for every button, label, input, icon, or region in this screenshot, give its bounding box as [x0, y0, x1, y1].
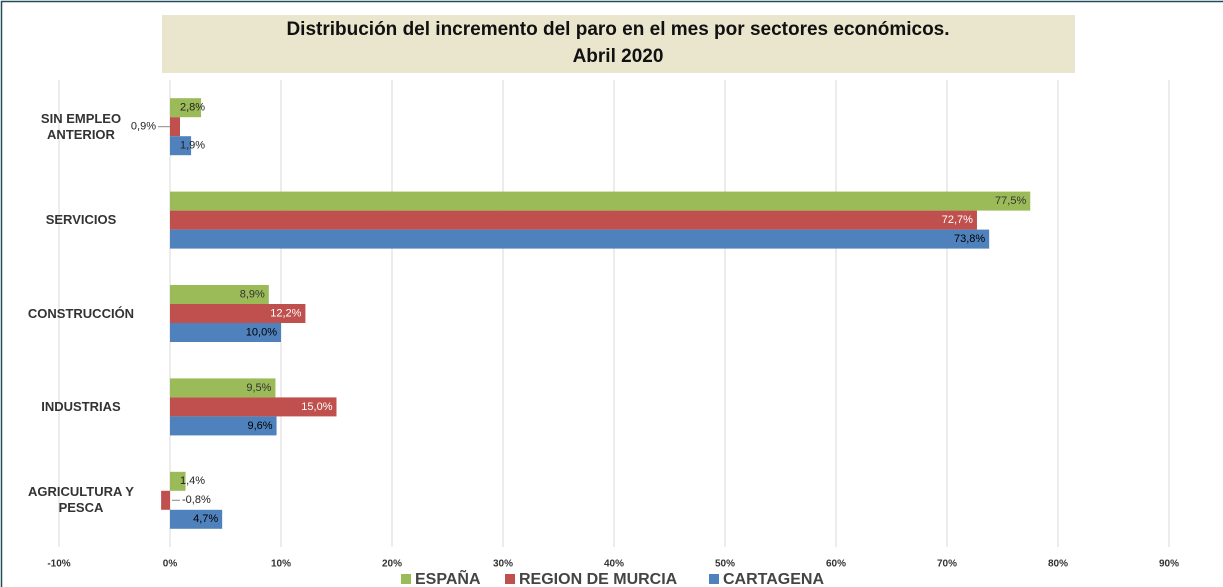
data-label: -0,8% — [182, 494, 211, 506]
x-tick-label: 80% — [1048, 559, 1068, 570]
bar — [170, 378, 276, 398]
data-label: 9,5% — [246, 382, 271, 394]
x-tick-label: 50% — [715, 559, 735, 570]
bar — [170, 471, 186, 491]
chart-title: Distribución del incremento del paro en … — [286, 19, 949, 40]
bar — [170, 304, 306, 323]
category-label: CONSTRUCCIÓN — [27, 305, 135, 321]
data-label: 0,9% — [131, 121, 156, 133]
category-label: INDUSTRIAS — [41, 398, 121, 414]
category-label: SIN EMPLEO ANTERIOR — [40, 110, 122, 142]
data-label: 77,5% — [995, 195, 1026, 207]
bar — [170, 285, 269, 304]
x-tick-label: 20% — [382, 559, 402, 570]
bar — [170, 98, 202, 118]
data-label: 2,8% — [180, 102, 205, 114]
x-tick-label: 60% — [826, 559, 846, 570]
legend-swatch — [505, 574, 515, 584]
x-tick-label: 70% — [937, 559, 957, 570]
x-tick-label: 30% — [493, 559, 513, 570]
legend-swatch — [401, 574, 411, 584]
title-box — [162, 15, 1075, 73]
x-tick-label: 40% — [604, 559, 624, 570]
category-label: SERVICIOS — [45, 212, 117, 228]
legend-swatch — [709, 574, 719, 584]
data-label: 12,2% — [270, 307, 301, 319]
legend-label: CARTAGENA — [723, 571, 824, 587]
legend-label: ESPAÑA — [415, 568, 481, 587]
bar — [170, 191, 1031, 211]
x-tick-label: 0% — [163, 559, 178, 570]
data-label: 10,0% — [246, 326, 277, 338]
bar — [170, 229, 990, 249]
data-label: 73,8% — [954, 233, 985, 245]
x-tick-label: 90% — [1159, 559, 1179, 570]
bar — [170, 509, 223, 529]
bar — [170, 397, 337, 417]
bar — [161, 490, 170, 510]
bar — [170, 117, 180, 137]
data-label: 72,7% — [942, 214, 973, 226]
data-label: 15,0% — [301, 401, 332, 413]
data-label: 1,9% — [180, 140, 205, 152]
data-label: 1,4% — [180, 475, 205, 487]
bar — [170, 416, 277, 436]
data-label: 8,9% — [240, 288, 265, 300]
chart-title: Abril 2020 — [573, 46, 664, 67]
x-tick-label: 10% — [271, 559, 291, 570]
bar — [170, 136, 192, 156]
legend-label: REGION DE MURCIA — [519, 571, 678, 587]
data-label: 9,6% — [247, 420, 272, 432]
bar — [170, 210, 977, 230]
bar — [170, 323, 281, 342]
data-label: 4,7% — [193, 513, 218, 525]
x-tick-label: -10% — [47, 559, 70, 570]
category-label: AGRICULTURA Y PESCA — [28, 484, 134, 516]
